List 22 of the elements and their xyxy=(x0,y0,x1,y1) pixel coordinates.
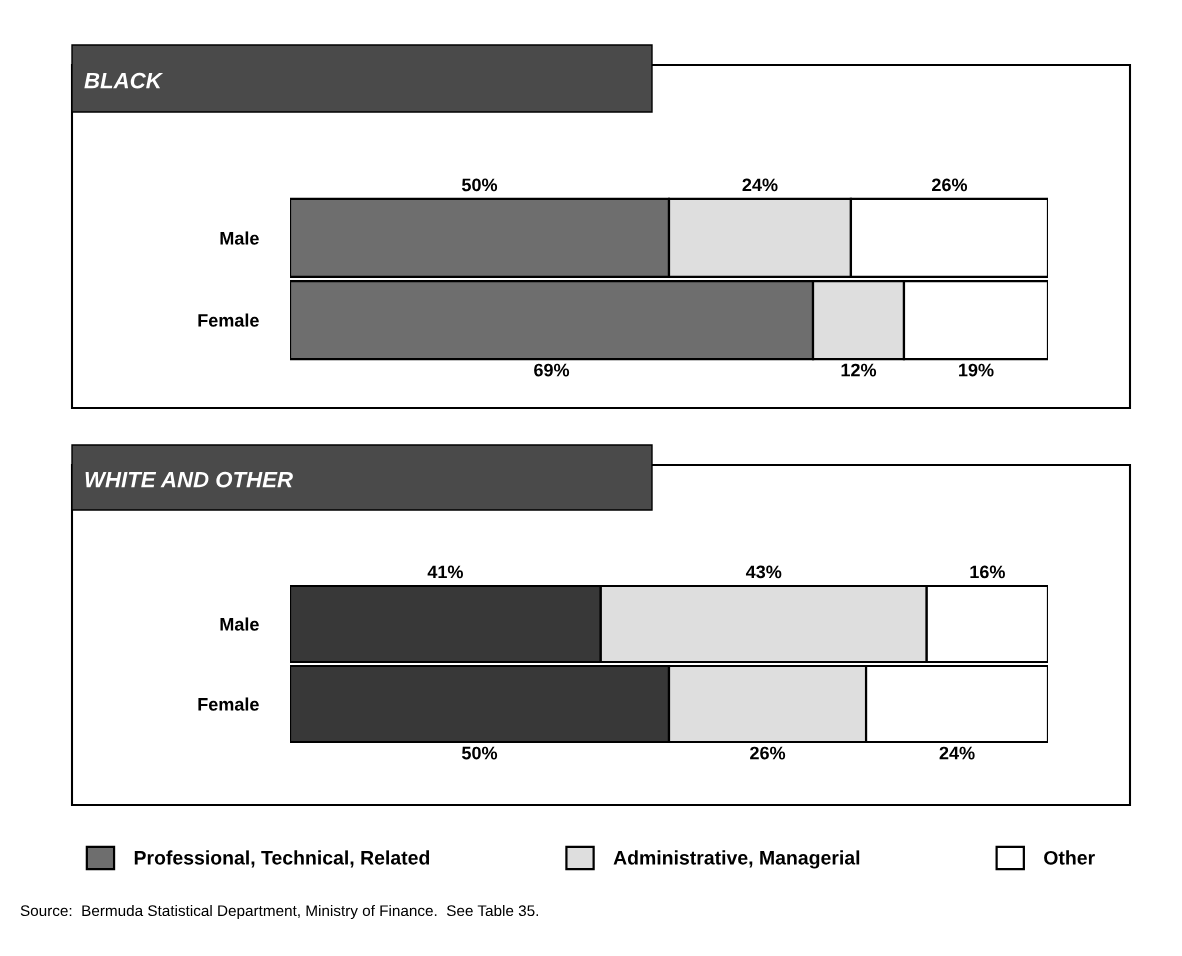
data-label: 50% xyxy=(461,178,498,192)
source-note: Source: Bermuda Statistical Department, Ministry of Finance. See Table 35. xyxy=(20,904,539,920)
data-label: 16% xyxy=(970,565,1005,579)
data-label: 19% xyxy=(959,363,994,377)
legend-label: Professional, Technical, Related xyxy=(134,850,430,868)
data-label: 26% xyxy=(932,178,968,192)
y-tick-label: Female xyxy=(198,697,259,711)
legend-label: Administrative, Managerial xyxy=(613,850,860,869)
y-tick-label: Male xyxy=(220,617,259,631)
y-tick-label: Female xyxy=(198,313,259,327)
chart-title: BLACK xyxy=(84,72,164,89)
data-label: 50% xyxy=(461,746,498,760)
data-label: 24% xyxy=(742,178,778,192)
data-label: 12% xyxy=(841,363,877,377)
y-tick-label: Male xyxy=(220,231,259,245)
data-label: 24% xyxy=(939,746,975,760)
data-label: 43% xyxy=(745,565,782,579)
data-label: 26% xyxy=(750,746,786,760)
chart-title: WHITE AND OTHER xyxy=(85,471,293,488)
data-label: 69% xyxy=(534,363,570,377)
data-label: 41% xyxy=(427,565,463,579)
legend-label: Other xyxy=(1044,850,1095,865)
